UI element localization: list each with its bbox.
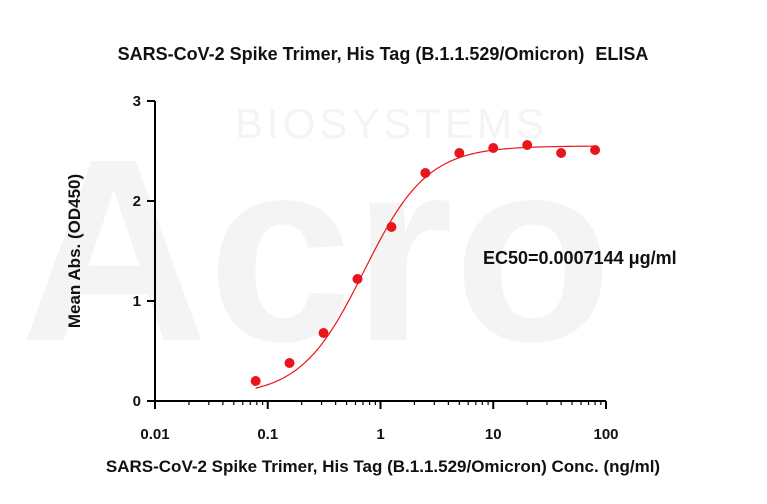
x-axis-label: SARS-CoV-2 Spike Trimer, His Tag (B.1.1.… xyxy=(106,457,660,476)
x-tick-label: 0.1 xyxy=(257,426,278,443)
chart-title-main: SARS-CoV-2 Spike Trimer, His Tag (B.1.1.… xyxy=(118,44,585,64)
x-tick-label: 10 xyxy=(485,426,502,443)
watermark-brand: Acro xyxy=(20,106,612,396)
x-tick-label: 1 xyxy=(376,426,384,443)
axes: 0 1 2 3 0.01 0.1 1 10 100 xyxy=(133,93,619,443)
x-tick-label: 0.01 xyxy=(140,426,169,443)
data-point xyxy=(454,148,465,158)
y-axis-label: Mean Abs. (OD450) xyxy=(65,174,84,328)
data-point xyxy=(488,143,499,153)
watermark: Acro BIOSYSTEMS xyxy=(20,100,612,396)
data-point xyxy=(420,168,431,178)
data-points xyxy=(250,140,601,386)
data-point xyxy=(318,328,329,338)
y-ticks: 0 1 2 3 xyxy=(133,93,155,410)
y-tick-label: 3 xyxy=(133,93,141,110)
watermark-sub: BIOSYSTEMS xyxy=(235,100,548,147)
chart-title: SARS-CoV-2 Spike Trimer, His Tag (B.1.1.… xyxy=(118,44,649,64)
x-tick-label: 100 xyxy=(593,426,618,443)
data-point xyxy=(386,222,397,232)
data-point xyxy=(590,145,601,155)
data-point xyxy=(284,358,295,368)
y-tick-label: 1 xyxy=(133,293,141,310)
ec50-annotation: EC50=0.0007144 μg/ml xyxy=(483,248,677,268)
data-point xyxy=(556,148,567,158)
chart-title-suffix: ELISA xyxy=(595,44,648,64)
data-point xyxy=(522,140,533,150)
data-point xyxy=(250,376,261,386)
y-tick-label: 2 xyxy=(133,193,141,210)
x-ticks: 0.01 0.1 1 10 100 xyxy=(140,401,619,443)
y-tick-label: 0 xyxy=(133,393,141,410)
data-point xyxy=(352,274,363,284)
